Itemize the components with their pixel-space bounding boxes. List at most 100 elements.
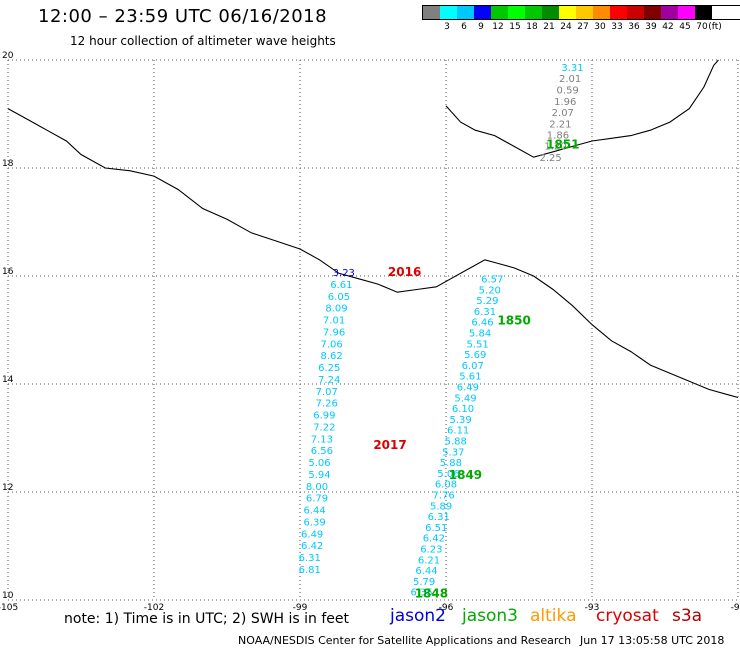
wave-height-value: 6.46 [471, 318, 493, 329]
wave-height-value: 6.35 [411, 588, 433, 599]
wave-height-value: 5.20 [479, 285, 501, 296]
wave-height-value: 7.26 [316, 399, 338, 410]
color-scale-swatch [593, 6, 610, 19]
satellite-legend-altika: altika [530, 606, 577, 626]
wave-height-value: 6.23 [420, 544, 442, 555]
wave-height-value: 6.21 [418, 555, 440, 566]
wave-height-value: 2.01 [559, 74, 581, 85]
color-scale-swatch [627, 6, 644, 19]
wave-height-value: 6.44 [415, 566, 437, 577]
color-scale-label: 36 [628, 22, 640, 32]
wave-height-value: 6.08 [435, 480, 457, 491]
color-scale-label: 3 [444, 22, 450, 32]
color-scale-swatch [525, 6, 542, 19]
satellite-legend-s3a: s3a [672, 606, 703, 626]
pass-time-label: 1850 [497, 314, 530, 328]
wave-height-value: 6.05 [328, 292, 350, 303]
wave-height-value: 2.25 [540, 153, 562, 164]
wave-height-value: 6.49 [457, 382, 479, 393]
color-scale-swatch [508, 6, 525, 19]
satellite-legend-cryosat: cryosat [596, 606, 659, 626]
pass-time-label: 2016 [388, 265, 421, 279]
wave-height-value: 2.07 [552, 108, 574, 119]
wave-height-value: 6.39 [303, 517, 325, 528]
wave-height-value: 5.89 [430, 501, 452, 512]
pacific-coastline [7, 108, 739, 399]
wave-height-value: 5.37 [442, 447, 464, 458]
wave-height-value: 8.62 [321, 351, 343, 362]
wave-height-value: 7.22 [313, 422, 335, 433]
longitude-tick-label: -102 [144, 603, 164, 613]
wave-height-value: 6.56 [311, 446, 333, 457]
wave-height-value: 1.96 [554, 97, 576, 108]
wave-height-value: 6.44 [303, 506, 325, 517]
wave-height-value: 7.07 [316, 387, 338, 398]
wave-height-value: 2.21 [549, 120, 571, 131]
wave-height-value: 5.94 [308, 470, 330, 481]
color-scale-swatch [559, 6, 576, 19]
color-scale-label: 45 [679, 22, 691, 32]
wave-height-value: 5.06 [308, 458, 330, 469]
color-scale-swatch [644, 6, 661, 19]
wave-height-value: 5.29 [476, 296, 498, 307]
longitude-tick-label: -105 [0, 603, 18, 613]
wave-height-value: 6.31 [474, 307, 496, 318]
color-scale-label: 6 [461, 22, 467, 32]
wave-height-value: 6.42 [301, 541, 323, 552]
color-scale-label: 12 [492, 22, 504, 32]
wave-height-value: 6.11 [447, 426, 469, 437]
wave-height-value: 6.25 [318, 363, 340, 374]
longitude-tick-label: -93 [585, 603, 600, 613]
wave-height-value: 7.13 [311, 434, 333, 445]
satellite-legend-jason2: jason2 [390, 606, 446, 626]
wave-height-value: 1.20 [544, 142, 566, 153]
wave-height-value: 5.61 [459, 372, 481, 383]
color-scale-swatch [610, 6, 627, 19]
latitude-tick-label: 16 [2, 267, 14, 277]
satellite-legend-jason3: jason3 [462, 606, 518, 626]
color-scale-label: 24 [560, 22, 572, 32]
wave-height-value: 8.00 [306, 482, 328, 493]
longitude-tick-label: -99 [293, 603, 308, 613]
color-scale-label: 30 [594, 22, 606, 32]
longitude-tick-label: -96 [439, 603, 454, 613]
legend-note: note: 1) Time is in UTC; 2) SWH is in fe… [64, 611, 350, 627]
wave-height-value: 7.01 [323, 316, 345, 327]
color-scale-swatch [491, 6, 508, 19]
color-scale-swatch [457, 6, 474, 19]
latitude-tick-label: 12 [2, 483, 13, 493]
wave-height-value: 6.61 [330, 280, 352, 291]
footer-timestamp: Jun 17 13:05:58 UTC 2018 [580, 634, 725, 647]
latitude-tick-label: 14 [2, 375, 14, 385]
wave-height-value: 6.31 [428, 512, 450, 523]
color-scale-swatch [474, 6, 491, 19]
wave-height-value: 6.81 [299, 565, 321, 576]
wave-height-value: 5.88 [440, 458, 462, 469]
wave-height-value: 5.39 [449, 415, 471, 426]
color-scale-unit: (ft) [708, 22, 722, 32]
wave-height-value: 6.10 [452, 404, 474, 415]
color-scale-legend: 3 6 9 12 15 18 21 24 27 30 33 36 39 42 45 70 (ft) [422, 5, 740, 36]
wave-height-value: 5.69 [464, 350, 486, 361]
pass-time-label: 1849 [449, 468, 482, 482]
color-scale-swatch [576, 6, 593, 19]
color-scale-label: 15 [509, 22, 521, 32]
color-scale-label: 33 [611, 22, 623, 32]
wave-height-value: 5.06 [437, 469, 459, 480]
wave-height-value: 6.51 [425, 523, 447, 534]
color-scale-label: 27 [577, 22, 589, 32]
map-title: 12:00 – 23:59 UTC 06/16/2018 [38, 6, 328, 27]
color-scale-swatch [423, 6, 440, 19]
wave-height-value: 3.23 [333, 268, 355, 279]
wave-height-value: 6.57 [481, 274, 503, 285]
color-scale-label: 18 [526, 22, 538, 32]
wave-height-value: 8.09 [325, 304, 347, 315]
wave-height-value: 5.49 [454, 393, 476, 404]
pass-time-label: 1848 [415, 586, 448, 600]
color-scale-label: 42 [662, 22, 674, 32]
wave-height-value: 5.79 [413, 577, 435, 588]
pass-time-label: 2017 [373, 438, 406, 452]
wave-height-value: 6.49 [301, 529, 323, 540]
color-scale-labels: 3 6 9 12 15 18 21 24 27 30 33 36 39 42 45 70 (ft) [422, 22, 740, 36]
